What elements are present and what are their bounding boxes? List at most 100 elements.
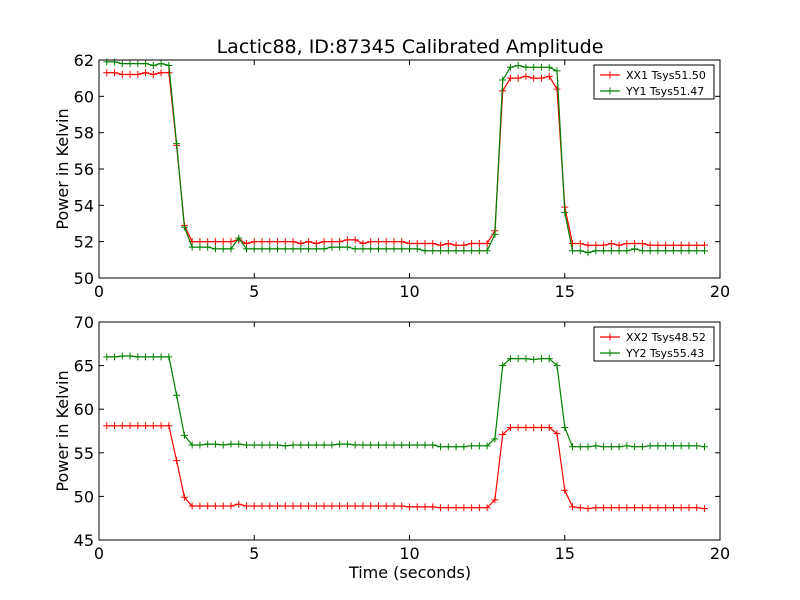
bottom-x-tick-label: 15 (555, 544, 575, 563)
bottom-series-2-point (134, 353, 142, 361)
top-series-2-point (545, 63, 553, 71)
bottom-series-2-point (413, 441, 421, 449)
bottom-series-2-point (669, 442, 677, 450)
top-series-2-point (103, 58, 111, 66)
bottom-x-tick-label: 5 (249, 544, 259, 563)
top-series-2-point (219, 245, 227, 253)
bottom-series-1-point (662, 504, 670, 512)
top-series-1-point (351, 236, 359, 244)
top-series-2-point (499, 76, 507, 84)
top-series-2-point (297, 245, 305, 253)
top-series-1-point (545, 72, 553, 80)
bottom-series-1-point (468, 504, 476, 512)
bottom-series-1-point (623, 504, 631, 512)
top-legend-label-1: XX1 Tsys51.50 (626, 69, 706, 82)
bottom-series-2-point (204, 440, 212, 448)
top-series-2-point (149, 61, 157, 69)
bottom-series-1-point (421, 503, 429, 511)
bottom-series-layer (103, 352, 708, 513)
top-series-2-point (374, 245, 382, 253)
top-series-2-point (677, 247, 685, 255)
bottom-series-1-point (700, 505, 708, 513)
top-series-2-point (367, 245, 375, 253)
bottom-series-2-point (406, 441, 413, 449)
bottom-series-1-point (537, 424, 545, 432)
top-series-1-point (444, 239, 452, 247)
top-series-2-point (576, 247, 584, 255)
bottom-series-1-point (638, 504, 646, 512)
top-series-2-point (134, 60, 142, 68)
bottom-series-1-point (553, 430, 561, 438)
top-series-1-point (514, 74, 522, 82)
bottom-series-2-point (312, 441, 320, 449)
top-series-1-point (219, 238, 227, 246)
bottom-series-2-point (475, 442, 483, 450)
bottom-series-1-point (336, 502, 344, 510)
top-series-2-point (351, 245, 359, 253)
bottom-series-2-point (607, 443, 615, 451)
bottom-series-1-point (522, 424, 530, 432)
top-series-1-point (134, 71, 142, 79)
bottom-series-2-point (188, 441, 196, 449)
bottom-series-2-point (374, 441, 382, 449)
top-series-2-point (530, 63, 538, 71)
bottom-series-2-point (592, 442, 600, 450)
top-series-2-point (305, 245, 313, 253)
top-series-2-point (382, 245, 390, 253)
bottom-series-2-point (623, 442, 631, 450)
top-series-2-point (662, 247, 670, 255)
bottom-series-2-point (483, 442, 491, 450)
bottom-series-1-point (429, 503, 437, 511)
bottom-series-1-point (561, 486, 569, 494)
bottom-series-2-point (343, 440, 351, 448)
bottom-series-1-point (219, 502, 227, 510)
top-series-2-point (592, 247, 600, 255)
top-series-2-point (413, 245, 421, 253)
bottom-series-2-point (499, 362, 507, 370)
top-series-1-point (305, 238, 313, 246)
bottom-series-2-point (336, 440, 344, 448)
top-series-2-point (180, 223, 188, 231)
bottom-series-2-point (274, 441, 282, 449)
bottom-series-1-point (693, 504, 701, 512)
bottom-series-1-point (669, 504, 677, 512)
bottom-series-1-point (305, 502, 313, 510)
bottom-series-2-point (460, 443, 468, 451)
bottom-series-1-point (382, 502, 390, 510)
top-series-2-point (553, 67, 561, 75)
top-series-2-point (646, 247, 654, 255)
bottom-x-axis-label: Time (seconds) (348, 563, 471, 582)
top-series-2-point (537, 63, 545, 71)
bottom-legend-marker-2 (606, 349, 614, 357)
bottom-series-2-point (103, 353, 111, 361)
bottom-series-1-point (685, 504, 693, 512)
bottom-series-2-point (266, 441, 274, 449)
bottom-legend-box (593, 326, 715, 362)
bottom-legend: XX2 Tsys48.52 YY2 Tsys55.43 (593, 326, 715, 362)
bottom-series-2-point (173, 391, 181, 399)
bottom-series-2-point (305, 441, 313, 449)
top-series-2-point (312, 245, 320, 253)
top-legend-marker-1 (606, 71, 614, 79)
bottom-series-1-point (677, 504, 685, 512)
bottom-x-tick-label: 10 (399, 544, 419, 563)
bottom-series-1-point (646, 504, 654, 512)
top-y-tick-label: 60 (74, 87, 94, 106)
bottom-series-2-point (468, 442, 476, 450)
bottom-series-1-point (367, 502, 375, 510)
top-series-1-point (126, 71, 134, 79)
bottom-series-1-point (173, 457, 181, 465)
bottom-series-2-point (382, 441, 390, 449)
bottom-series-2-point (437, 443, 445, 451)
top-legend-box (593, 64, 715, 100)
top-series-1-point (429, 239, 437, 247)
bottom-series-2-point (569, 443, 577, 451)
top-series-2-point (242, 245, 250, 253)
bottom-series-2-point (258, 441, 266, 449)
bottom-series-2-point (693, 442, 701, 450)
bottom-series-1-point (444, 504, 452, 512)
top-x-tick-label: 5 (249, 282, 259, 301)
top-tick-layer: 0 5 10 15 20 50 52 54 56 58 60 62 (74, 51, 731, 301)
top-series-1-point (343, 236, 351, 244)
top-series-1-point (398, 238, 406, 246)
